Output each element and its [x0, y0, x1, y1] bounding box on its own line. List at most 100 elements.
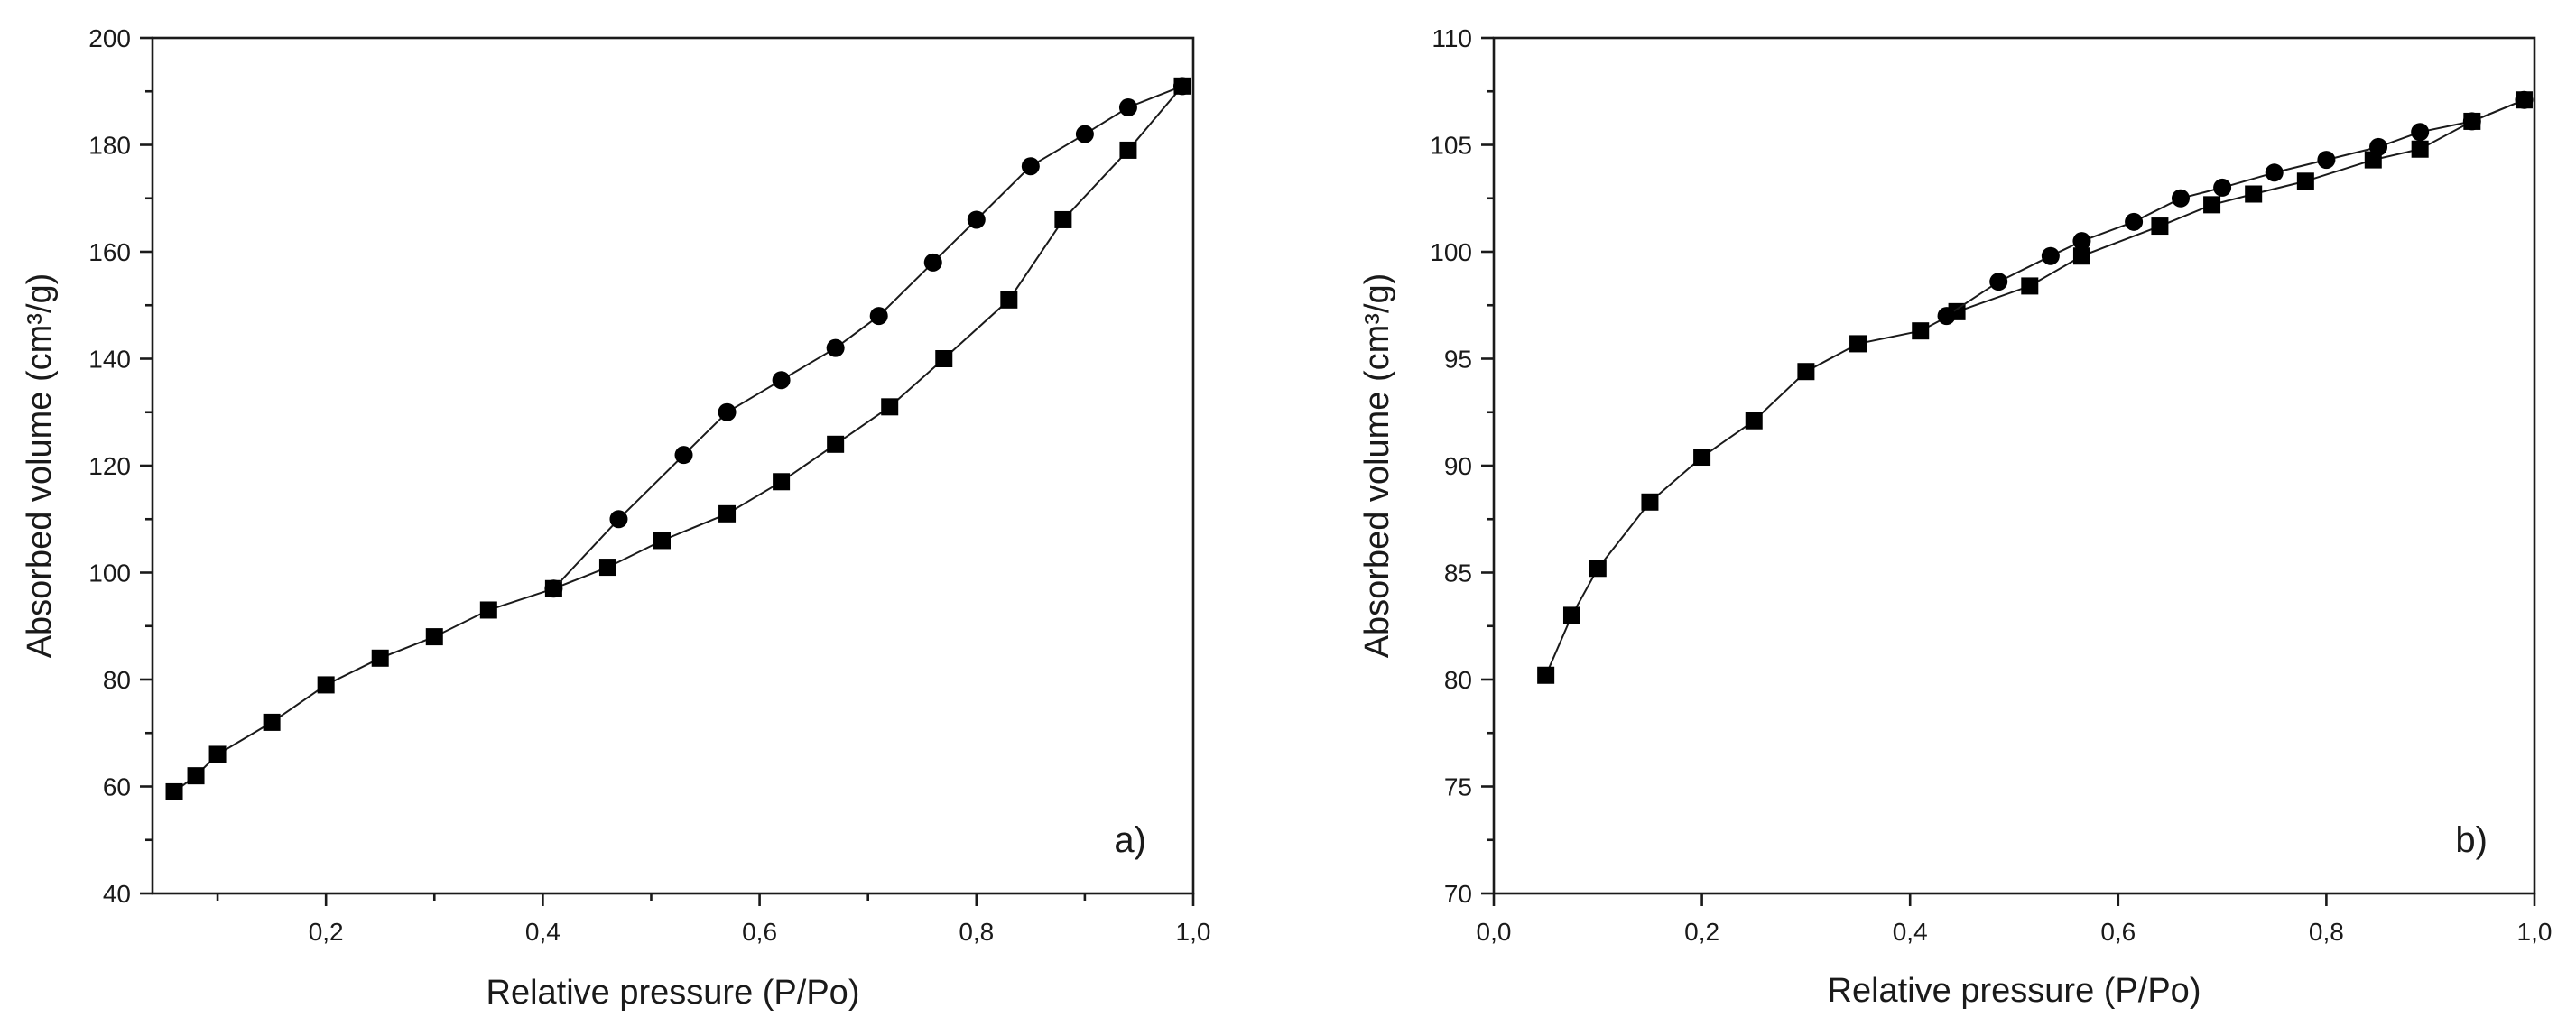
data-point-adsorption [1589, 560, 1607, 578]
y-tick-label: 100 [88, 560, 131, 587]
data-point-adsorption [187, 767, 205, 785]
series-line-desorption [552, 85, 1183, 589]
x-tick-label: 0,8 [2309, 918, 2344, 946]
data-point-desorption [923, 253, 942, 272]
y-tick-label: 100 [1430, 238, 1472, 266]
data-point-desorption [544, 579, 563, 598]
data-point-adsorption [2072, 247, 2090, 265]
y-tick-label: 180 [88, 132, 131, 160]
x-axis-title: Relative pressure (P/Po) [486, 974, 860, 1012]
data-point-adsorption [598, 559, 616, 577]
y-tick-label: 140 [88, 346, 131, 374]
data-point-desorption [609, 510, 628, 529]
data-point-adsorption [935, 350, 953, 367]
x-axis-title: Relative pressure (P/Po) [1828, 972, 2201, 1010]
data-point-adsorption [1641, 493, 1659, 511]
data-point-desorption [674, 446, 693, 465]
data-point-desorption [1118, 98, 1137, 117]
data-point-adsorption [1797, 363, 1815, 381]
x-tick-label: 0,8 [959, 918, 994, 946]
data-point-adsorption [2296, 172, 2314, 190]
data-point-adsorption [208, 745, 227, 763]
panel-label: b) [2455, 820, 2488, 860]
x-tick-label: 0,4 [1893, 918, 1928, 946]
y-tick-label: 105 [1430, 132, 1472, 160]
data-point-adsorption [317, 676, 335, 694]
data-point-adsorption [2021, 277, 2039, 295]
x-tick-label: 0,2 [1684, 918, 1719, 946]
series-line-adsorption [173, 85, 1183, 793]
data-point-desorption [2265, 163, 2284, 182]
data-point-adsorption [165, 782, 183, 800]
data-point-desorption [2171, 189, 2190, 208]
data-point-adsorption [1745, 412, 1763, 430]
y-tick-label: 85 [1444, 560, 1472, 587]
data-point-adsorption [1537, 666, 1555, 684]
data-point-desorption [967, 210, 986, 229]
y-tick-label: 70 [1444, 880, 1472, 908]
x-tick-label: 1,0 [2517, 918, 2553, 946]
data-point-desorption [1172, 77, 1191, 96]
data-point-adsorption [1000, 291, 1018, 309]
data-point-desorption [1937, 307, 1956, 326]
data-point-adsorption [479, 601, 497, 619]
y-tick-label: 80 [1444, 666, 1472, 694]
data-point-adsorption [2411, 140, 2429, 158]
x-tick-label: 0,2 [309, 918, 344, 946]
data-point-desorption [826, 338, 845, 357]
panel-label: a) [1114, 820, 1146, 860]
chart-panel-a: 0,2 0,4 0,6 0,8 1,0 40 60 80 100 120 140 160 180 200 R… [21, 24, 1210, 1012]
y-tick-label: 110 [1432, 24, 1472, 52]
y-tick-label: 75 [1444, 773, 1472, 801]
y-tick-label: 90 [1444, 452, 1472, 480]
data-point-desorption [869, 307, 888, 326]
data-point-desorption [2462, 112, 2481, 131]
y-tick-label: 40 [103, 880, 131, 908]
data-point-adsorption [653, 532, 671, 550]
data-point-desorption [1021, 157, 1040, 176]
data-point-desorption [2072, 232, 2091, 251]
data-point-adsorption [1912, 322, 1930, 340]
data-point-adsorption [718, 504, 737, 523]
y-tick-label: 95 [1444, 346, 1472, 374]
data-point-adsorption [827, 435, 845, 453]
data-point-desorption [2317, 151, 2336, 170]
data-point-adsorption [2151, 217, 2169, 236]
data-point-adsorption [773, 473, 791, 491]
data-point-desorption [718, 402, 737, 421]
series-line-adsorption [1544, 98, 2525, 676]
chart-panel-b: 0,0 0,2 0,4 0,6 0,8 1,0 70 75 80 85 90 95 100 105 110 R… [1358, 24, 2552, 1010]
y-axis-title: Absorbed volume (cm³/g) [1358, 273, 1396, 659]
data-point-desorption [2125, 212, 2144, 231]
data-point-desorption [2411, 123, 2430, 142]
y-tick-label: 120 [88, 452, 131, 480]
data-point-adsorption [2203, 196, 2221, 214]
x-tick-label: 0,4 [525, 918, 561, 946]
data-point-desorption [2041, 246, 2060, 265]
data-point-adsorption [1693, 449, 1711, 467]
y-tick-label: 200 [88, 24, 131, 52]
y-tick-label: 60 [103, 773, 131, 801]
data-point-desorption [2515, 90, 2534, 109]
y-tick-label: 80 [103, 666, 131, 694]
data-point-adsorption [1119, 141, 1137, 159]
data-point-adsorption [263, 713, 281, 731]
x-tick-label: 0,0 [1477, 918, 1512, 946]
data-point-desorption [2369, 137, 2388, 156]
data-point-desorption [1989, 273, 2008, 291]
data-point-adsorption [1849, 335, 1867, 353]
x-tick-label: 1,0 [1176, 918, 1211, 946]
data-point-adsorption [425, 628, 443, 646]
data-point-adsorption [371, 649, 389, 667]
y-axis-title: Absorbed volume (cm³/g) [21, 273, 59, 659]
x-tick-label: 0,6 [742, 918, 777, 946]
data-point-adsorption [2245, 185, 2263, 203]
y-tick-label: 160 [88, 238, 131, 266]
data-point-desorption [772, 371, 791, 390]
data-point-adsorption [1562, 606, 1580, 624]
x-tick-label: 0,6 [2100, 918, 2136, 946]
data-point-adsorption [881, 398, 899, 416]
data-point-desorption [1075, 125, 1094, 143]
data-point-desorption [2213, 178, 2232, 197]
